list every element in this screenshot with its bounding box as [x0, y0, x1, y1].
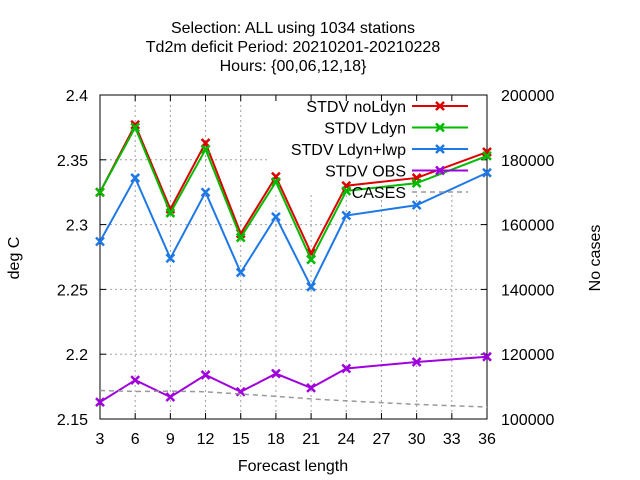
legend-label: STDV Ldyn+lwp — [291, 142, 406, 159]
y-tick-label: 2.35 — [57, 153, 88, 170]
x-tick-label: 3 — [96, 431, 105, 448]
legend-entry: STDV noLdyn — [306, 99, 468, 116]
series-line — [99, 389, 488, 408]
y2-tick-label: 200000 — [501, 88, 554, 105]
series-line — [99, 171, 488, 290]
data-point — [130, 122, 141, 133]
series-stdv-ldyn-lwp — [95, 167, 492, 292]
data-point — [482, 167, 492, 178]
x-tick-label: 15 — [232, 431, 250, 448]
data-point — [200, 144, 211, 155]
y2-tick-label: 120000 — [501, 347, 554, 364]
data-point — [165, 208, 176, 218]
data-point — [130, 119, 141, 130]
data-point — [306, 383, 316, 393]
data-point — [306, 254, 316, 265]
x-tick-label: 12 — [197, 431, 215, 448]
x-tick-label: 21 — [302, 431, 320, 448]
y2-axis-label: No cases — [587, 225, 604, 292]
x-tick-label: 27 — [373, 431, 391, 448]
data-point — [341, 186, 352, 196]
y-tick-label: 2.15 — [57, 412, 88, 429]
x-axis-label: Forecast length — [238, 458, 348, 475]
legend-label: STDV Ldyn — [324, 121, 406, 138]
legend-entry: STDV Ldyn — [324, 121, 468, 138]
legend-entry: CASES — [352, 185, 468, 202]
data-point — [95, 397, 105, 408]
legend-marker — [435, 165, 445, 176]
y-tick-label: 2.4 — [66, 88, 88, 105]
data-point — [271, 368, 281, 379]
legend-marker — [435, 122, 445, 133]
series-stdv-obs — [95, 351, 492, 408]
data-point — [165, 392, 176, 402]
y2-tick-label: 100000 — [501, 412, 554, 429]
data-point — [271, 211, 281, 222]
data-point — [200, 187, 211, 198]
data-point — [130, 173, 141, 183]
data-point — [341, 363, 352, 374]
legend: STDV noLdyn STDV Ldyn STDV Ldyn+lwp STDV OB… — [291, 99, 468, 202]
x-tick-label: 18 — [267, 431, 285, 448]
axes: 3 6 9 12 15 18 21 24 27 30 33 362.152.22.252.32.352… — [57, 88, 555, 448]
legend-marker — [435, 144, 445, 154]
legend-marker — [435, 101, 445, 111]
data-point — [165, 253, 176, 264]
x-tick-label: 36 — [478, 431, 496, 448]
series-stdv-ldyn — [95, 122, 492, 265]
data-point — [95, 187, 105, 198]
y-axis-label: deg C — [6, 237, 23, 280]
x-tick-label: 24 — [337, 431, 355, 448]
y2-tick-label: 160000 — [501, 218, 554, 235]
data-point — [411, 200, 422, 211]
legend-entry: STDV Ldyn+lwp — [291, 142, 468, 159]
data-point — [235, 232, 246, 243]
x-tick-label: 9 — [166, 431, 175, 448]
y-tick-label: 2.3 — [66, 218, 88, 235]
series-line — [99, 122, 488, 256]
series-line — [99, 125, 488, 262]
x-tick-label: 30 — [408, 431, 426, 448]
y-tick-label: 2.25 — [57, 282, 88, 299]
data-point — [341, 210, 352, 221]
chart-title-line-1: Selection: ALL using 1034 stations — [171, 20, 415, 37]
data-point — [95, 236, 105, 247]
data-point — [482, 151, 492, 161]
y-tick-label: 2.2 — [66, 347, 88, 364]
data-point — [411, 357, 422, 367]
y2-tick-label: 180000 — [501, 153, 554, 170]
data-point — [411, 178, 422, 189]
series-layer — [95, 119, 492, 408]
chart-title-line-3: Hours: {00,06,12,18} — [220, 58, 367, 75]
data-point — [482, 351, 492, 362]
legend-label: STDV OBS — [325, 164, 406, 181]
legend-label: CASES — [352, 185, 406, 202]
y2-tick-label: 140000 — [501, 282, 554, 299]
data-point — [200, 370, 211, 380]
plot-frame — [99, 94, 488, 420]
series-line — [99, 355, 488, 403]
x-tick-label: 33 — [443, 431, 461, 448]
series-cases — [99, 389, 488, 408]
data-point — [235, 267, 246, 278]
data-point — [271, 176, 281, 187]
chart-title: Selection: ALL using 1034 stations Td2m … — [146, 20, 441, 75]
data-point — [130, 375, 141, 386]
chart-title-line-2: Td2m deficit Period: 20210201-20210228 — [146, 39, 441, 56]
x-tick-label: 6 — [131, 431, 140, 448]
legend-label: STDV noLdyn — [306, 99, 406, 116]
legend-entry: STDV OBS — [325, 164, 468, 181]
data-point — [306, 281, 316, 292]
